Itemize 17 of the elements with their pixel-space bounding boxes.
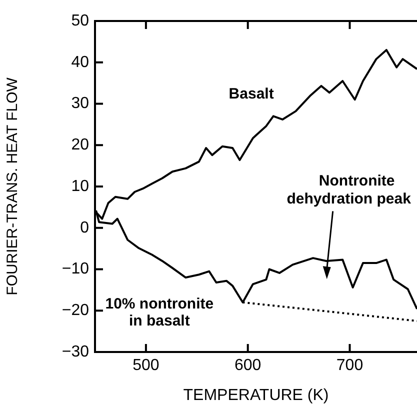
- y-tick-label: 40: [71, 54, 90, 71]
- y-tick-label: 30: [71, 95, 90, 112]
- x-axis-title: TEMPERATURE (K): [183, 386, 329, 404]
- y-tick-label: 20: [71, 136, 90, 154]
- y-tick-label: 50: [71, 12, 90, 30]
- y-tick-label: −20: [62, 302, 90, 320]
- x-tick-label: 500: [132, 357, 160, 374]
- x-tick-label: 700: [336, 357, 364, 374]
- y-tick-label: −10: [62, 260, 90, 278]
- series-label: Basalt: [228, 85, 274, 102]
- y-tick-label: −30: [62, 343, 90, 360]
- y-tick-label: 0: [80, 219, 90, 236]
- x-tick-label: 600: [234, 357, 262, 374]
- series-label: 10% nontronite in basalt: [105, 295, 214, 330]
- y-axis-title: FOURIER-TRANS. HEAT FLOW: [4, 76, 22, 296]
- y-tick-label: 10: [71, 178, 90, 195]
- annotation: Nontronite dehydration peak: [286, 172, 412, 208]
